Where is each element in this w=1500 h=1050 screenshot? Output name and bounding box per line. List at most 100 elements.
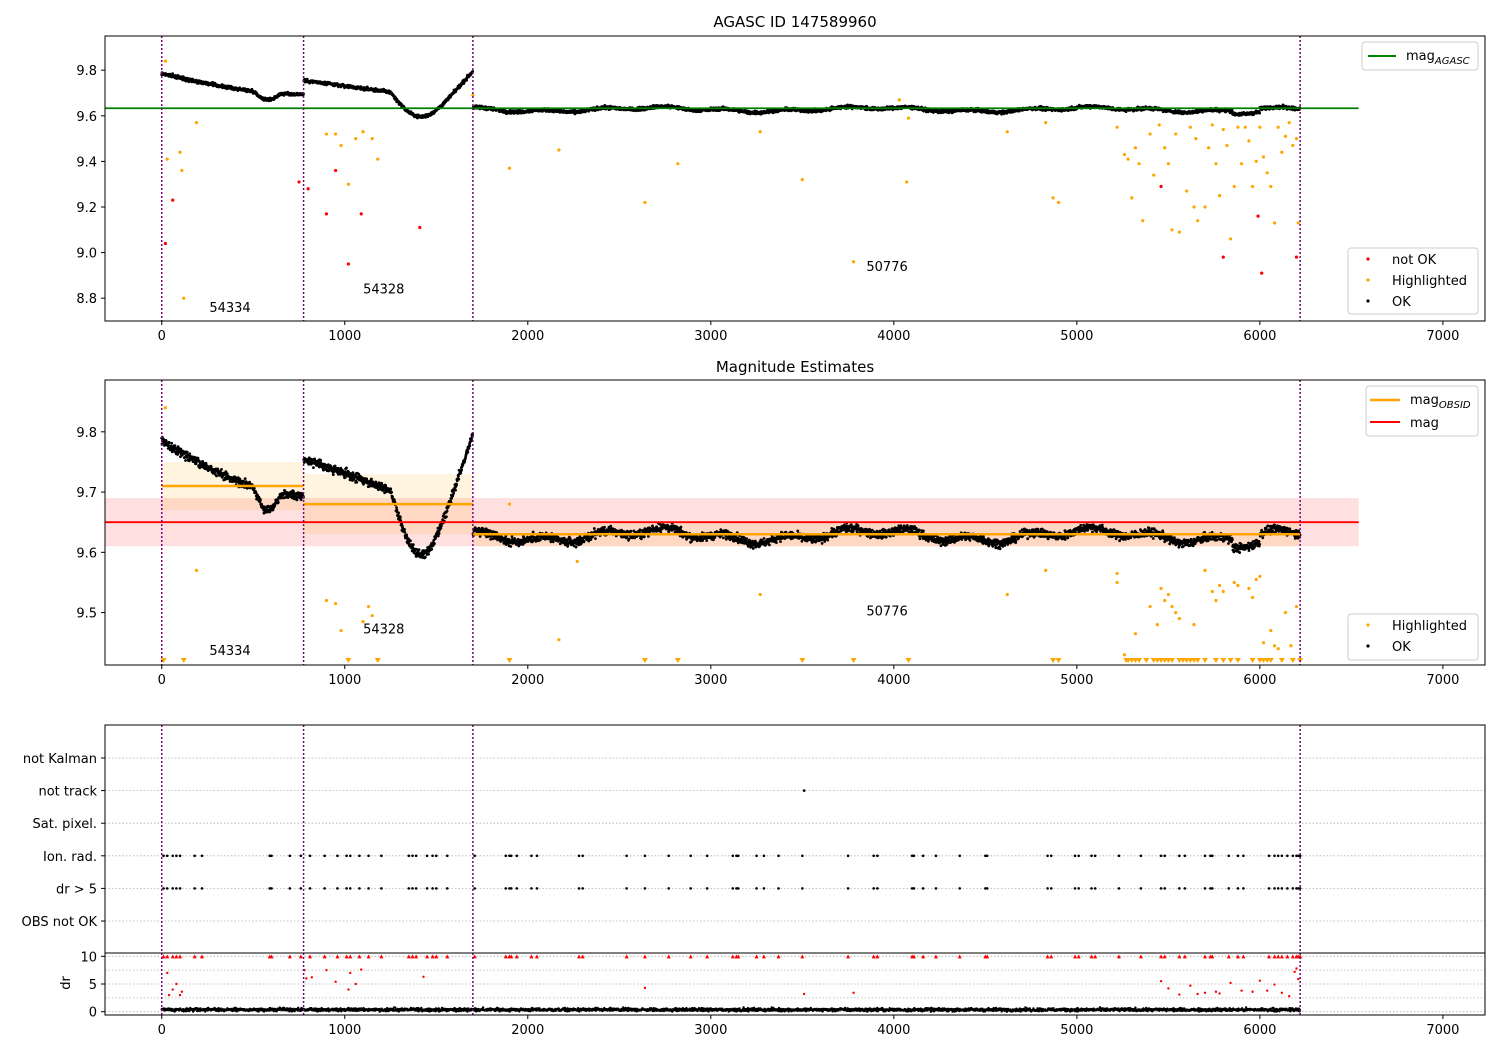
not-ok-point (1221, 255, 1225, 259)
panel1-title: AGASC ID 147589960 (713, 13, 876, 31)
highlighted-point (1196, 219, 1200, 223)
ok-point (188, 452, 192, 456)
panel1-legend-upper: magAGASC (1361, 41, 1479, 71)
ok-point (225, 472, 229, 476)
not-ok-point (1294, 255, 1299, 259)
highlighted-point (1130, 196, 1134, 200)
highlighted-point (376, 157, 380, 161)
ok-point (299, 498, 303, 501)
panel1-legend-lower: not OK Highlighted OK (1347, 247, 1479, 315)
highlighted-point (1051, 196, 1055, 200)
legend-swatch-not-ok (1366, 257, 1370, 261)
ok-point (433, 542, 436, 546)
highlighted-point (324, 132, 329, 136)
ok-point (399, 516, 402, 519)
legend-label-ok: OK (1392, 295, 1411, 310)
highlighted-point (1239, 162, 1244, 166)
highlighted-point (1265, 171, 1269, 175)
highlighted-point (1163, 146, 1167, 150)
highlighted-point (1122, 152, 1127, 157)
not-ok-point (324, 212, 329, 216)
highlighted-point (370, 137, 374, 141)
x-tick-label: 2000 (511, 329, 544, 344)
ok-point (355, 480, 359, 484)
ok-point (167, 441, 171, 444)
panel1-ok-points (160, 70, 1302, 120)
x-tick-label: 0 (158, 329, 166, 344)
ok-point (216, 467, 220, 471)
legend-swatch-ok (1366, 299, 1370, 303)
panel1-axes: 0 1000 2000 3000 4000 5000 6000 70008.89.09.29.… (76, 64, 1459, 344)
not-ok-point (418, 225, 422, 230)
highlighted-point (1269, 184, 1273, 189)
ok-point (389, 487, 393, 491)
ok-point (220, 468, 223, 471)
not-ok-point (346, 262, 351, 266)
highlighted-point (163, 59, 167, 63)
y-tick-label: 8.8 (76, 292, 97, 307)
x-tick-label: 3000 (694, 329, 727, 344)
ok-point (170, 441, 174, 445)
not-ok-point (1256, 214, 1260, 218)
highlighted-point (1221, 127, 1225, 132)
highlighted-point (1148, 132, 1152, 136)
highlighted-point (194, 121, 199, 125)
x-tick-label: 6000 (1243, 329, 1276, 344)
legend-swatch-highlighted (1366, 278, 1370, 282)
ok-point (252, 486, 256, 490)
highlighted-point (1247, 139, 1251, 143)
highlighted-point (1157, 123, 1161, 127)
ok-point (1258, 111, 1261, 115)
ok-point (423, 555, 427, 559)
ok-point (390, 490, 393, 494)
ok-point (331, 473, 335, 476)
x-tick-label: 7000 (1426, 329, 1459, 344)
highlighted-point (1185, 189, 1189, 193)
ok-point (280, 496, 283, 500)
highlighted-point (1126, 157, 1130, 161)
ok-point (417, 548, 421, 551)
highlighted-point (1044, 121, 1048, 125)
highlighted-point (1056, 200, 1061, 205)
ok-point (185, 450, 189, 454)
highlighted-point (1137, 162, 1141, 166)
highlighted-point (339, 143, 343, 148)
highlighted-point (1283, 134, 1288, 138)
highlighted-point (1243, 125, 1247, 129)
highlighted-point (557, 148, 561, 152)
panel2-title: Magnitude Estimates (716, 358, 874, 376)
y-tick-label: 9.2 (76, 201, 97, 216)
ok-point (194, 462, 198, 466)
ok-point (164, 439, 168, 442)
highlighted-point (1133, 146, 1138, 150)
obsid-annotation: 50776 (866, 260, 907, 275)
highlighted-point (1261, 155, 1266, 159)
highlighted-point (1214, 162, 1218, 166)
highlighted-point (178, 150, 182, 154)
ok-point (430, 547, 434, 551)
highlighted-point (676, 162, 680, 166)
highlighted-point (1236, 125, 1240, 129)
highlighted-point (1276, 125, 1280, 129)
highlighted-point (906, 116, 911, 120)
highlighted-point (1232, 184, 1236, 189)
highlighted-point (1166, 162, 1170, 166)
ok-point (305, 77, 309, 81)
obsid-annotation: 54334 (209, 301, 250, 316)
not-ok-point (1260, 271, 1264, 275)
ok-point (243, 477, 247, 480)
highlighted-point (1174, 132, 1178, 136)
ok-point (184, 459, 187, 462)
ok-point (345, 466, 348, 470)
highlighted-point (1210, 123, 1214, 127)
highlighted-point (1207, 146, 1211, 150)
not-ok-point (171, 198, 175, 202)
x-tick-label: 5000 (1060, 329, 1093, 344)
panel1-obsid-boundaries (160, 36, 1301, 321)
ok-point (312, 466, 315, 469)
highlighted-point (800, 178, 804, 182)
not-ok-point (306, 187, 310, 191)
not-ok-point (163, 241, 167, 246)
